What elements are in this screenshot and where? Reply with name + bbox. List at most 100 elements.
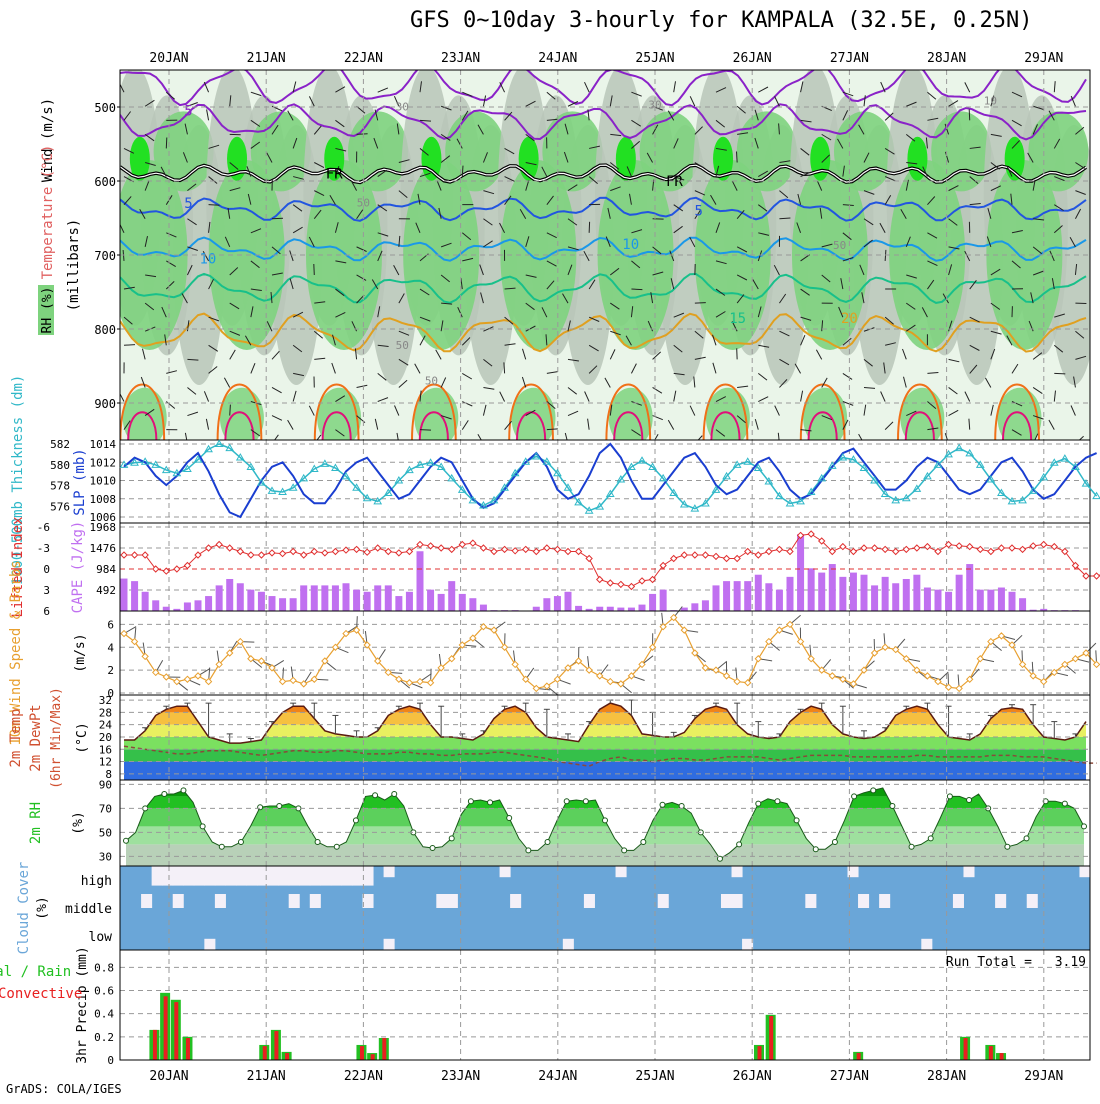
rh2m-point [660, 802, 665, 807]
rh-green-region [542, 111, 602, 191]
cloud-gap-middle [310, 894, 321, 908]
lifted-index-point [576, 549, 582, 555]
left-axis-tick-label: 576 [50, 501, 70, 514]
top-date-label: 23JAN [441, 51, 480, 66]
cape-bar [237, 583, 244, 611]
rh-green-region [348, 111, 408, 191]
wind-barb [737, 152, 738, 163]
rh2m-point [717, 856, 722, 861]
cape-bar [374, 585, 381, 611]
wind-barb [441, 444, 450, 450]
cloud-gap-middle [879, 894, 890, 908]
wind-speed-point [417, 679, 423, 685]
cloud-gap-high [268, 866, 279, 886]
lifted-index-point [385, 549, 391, 555]
contour-label: 15 [729, 311, 746, 327]
cape-bar [755, 575, 762, 611]
rh2m-point [258, 805, 263, 810]
rh2m-point [488, 800, 493, 805]
lifted-index-point [787, 549, 793, 555]
top-date-label: 22JAN [344, 51, 383, 66]
cape-bar [966, 564, 973, 611]
cape-bar [607, 607, 614, 611]
right-axis-tick-label: 1012 [90, 456, 117, 469]
bottom-date-label: 23JAN [441, 1069, 480, 1084]
rh2m-point [564, 799, 569, 804]
cloud-gap-middle [995, 894, 1006, 908]
cape-bar [882, 577, 889, 611]
contour-label: 50 [396, 339, 409, 352]
lifted-index-point [480, 545, 486, 551]
lifted-index-point [681, 552, 687, 558]
contour-label: 10 [199, 252, 216, 268]
lifted-index-point [565, 549, 571, 555]
cape-bar [406, 592, 413, 611]
precip-convective-bar [164, 996, 168, 1060]
rh2m-point [392, 792, 397, 797]
cape-bar [311, 585, 318, 611]
y-axis-label-dewpt: 2m DewPt [28, 704, 44, 771]
wind-barb [695, 303, 706, 304]
lifted-index-point [227, 545, 233, 551]
lifted-index-point [132, 552, 138, 558]
cape-bar [321, 585, 328, 611]
lifted-index-point [406, 549, 412, 555]
cloud-gap-middle [858, 894, 869, 908]
precip-convective-bar [153, 1030, 157, 1060]
cape-bar [216, 585, 223, 611]
contour-label: 10 [984, 95, 997, 108]
y-tick-label: 900 [94, 397, 116, 411]
wind-barb [209, 205, 220, 206]
precip-convective-bar [964, 1038, 968, 1060]
wind-barb [230, 405, 231, 416]
rh2m-point [334, 844, 339, 849]
series-line-lifted-index [124, 534, 1100, 587]
cloud-gap-middle [1027, 894, 1038, 908]
precip-convective-bar [989, 1046, 993, 1060]
bottom-date-label: 27JAN [830, 1069, 869, 1084]
lifted-index-point [840, 544, 846, 550]
cloud-gap-high [616, 866, 627, 877]
temperature-band [120, 712, 1090, 724]
wind-speed-point [290, 677, 296, 683]
cloud-gap-high [320, 866, 331, 886]
lifted-index-point [237, 549, 243, 555]
cape-bar [945, 592, 952, 611]
wind-speed-point [755, 656, 761, 662]
wind-speed-point [163, 674, 169, 680]
cape-bar [343, 583, 350, 611]
rh2m-point [603, 818, 608, 823]
cape-bar [364, 592, 371, 611]
y-axis-label-cape: CAPE (J/kg) [70, 521, 86, 614]
cape-bar [734, 581, 741, 611]
bottom-date-label: 29JAN [1024, 1069, 1063, 1084]
lifted-index-point [935, 549, 941, 555]
cloud-gap-high [963, 866, 974, 877]
cloud-gap-middle [953, 894, 964, 908]
cape-bar [385, 585, 392, 611]
cloud-gap-middle [141, 894, 152, 908]
temp-tick-label: 24 [99, 719, 113, 732]
cloud-row-label-middle: middle [65, 902, 112, 917]
lifted-index-point [311, 549, 317, 555]
rh2m-point [1005, 844, 1010, 849]
cape-bar [565, 592, 572, 611]
cloud-gap-high [363, 866, 374, 886]
cloud-gap-high [183, 866, 194, 886]
cape-bar [871, 585, 878, 611]
right-axis-tick-label: 1014 [90, 438, 117, 451]
cape-bar [744, 581, 751, 611]
precip-tick-label: 0.4 [94, 1008, 114, 1021]
lifted-index-point [914, 545, 920, 551]
run-total-value: 3.19 [1055, 955, 1086, 970]
cape-bar [913, 575, 920, 611]
wind-barb [462, 166, 463, 177]
cloud-gap-middle [721, 894, 732, 908]
rh-green-region [737, 111, 797, 191]
contour-label: FR [666, 174, 683, 190]
lifted-index-point [121, 552, 127, 558]
cape-bar [596, 607, 603, 611]
lifted-index-point [597, 577, 603, 583]
rh2m-point [507, 816, 512, 821]
